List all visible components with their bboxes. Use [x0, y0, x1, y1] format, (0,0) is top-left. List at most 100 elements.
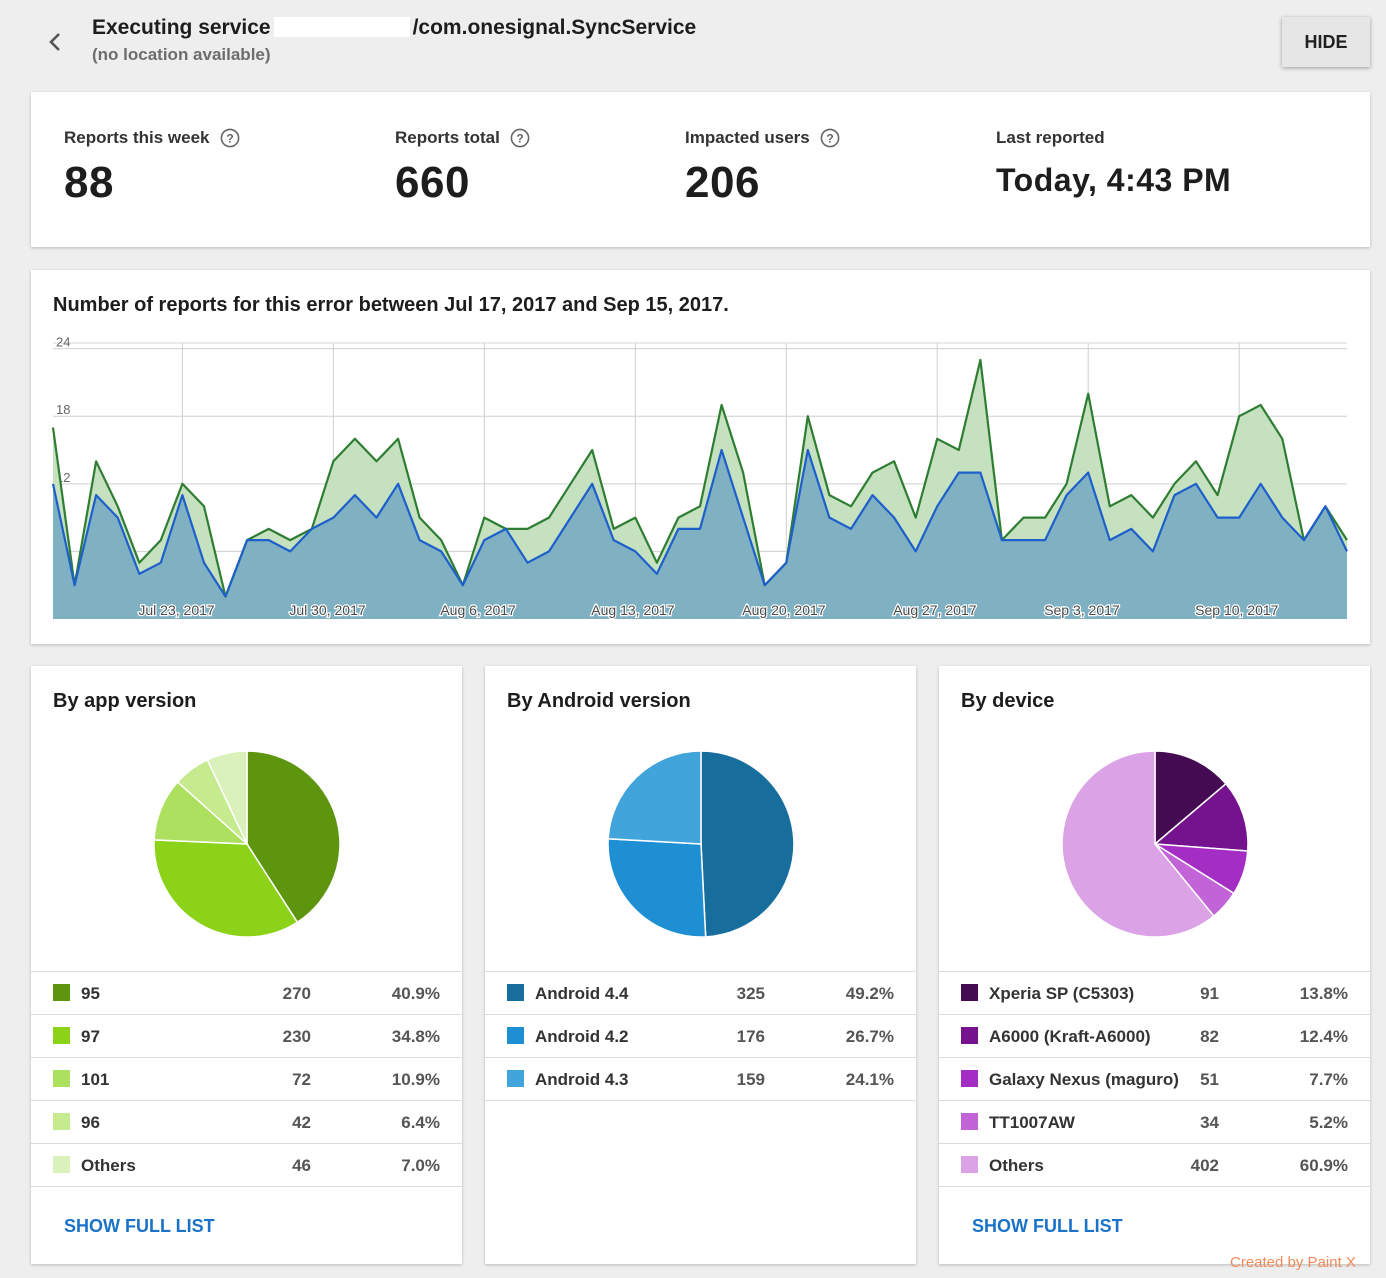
legend-swatch [507, 984, 524, 1001]
pie-slice[interactable] [607, 750, 702, 845]
show-full-list-link[interactable]: SHOW FULL LIST [64, 1216, 215, 1236]
device-pie-chart[interactable] [939, 746, 1370, 946]
pie-slice[interactable] [206, 750, 248, 845]
row-count: 42 [292, 1113, 311, 1132]
row-label: 95 [81, 984, 100, 1003]
table-row: 95 270 40.9% [31, 972, 462, 1015]
row-percent: 10.9% [391, 1070, 440, 1089]
svg-text:?: ? [516, 132, 523, 146]
row-label: Others [989, 1156, 1044, 1175]
row-label: Android 4.3 [535, 1070, 629, 1089]
row-label: Xperia SP (C5303) [989, 984, 1135, 1003]
series-line [51, 448, 1348, 598]
android-version-card: By Android version Android 4.4 325 49.2% An… [485, 666, 916, 1264]
stat-value: 88 [64, 158, 114, 207]
reports-chart-card: Number of reports for this error between… [31, 270, 1370, 644]
legend-swatch [507, 1027, 524, 1044]
row-percent: 49.2% [845, 984, 894, 1003]
legend-swatch [53, 984, 70, 1001]
stat-impacted-users: Impacted users? 206 [685, 128, 840, 208]
svg-text:?: ? [226, 132, 233, 146]
show-full-list-link[interactable]: SHOW FULL LIST [972, 1216, 1123, 1236]
app-version-table: 95 270 40.9% 97 230 34.8% 101 72 10.9% 96 42 6.4% Ot… [31, 971, 462, 1187]
row-percent: 12.4% [1299, 1027, 1348, 1046]
row-label: TT1007AW [989, 1113, 1075, 1132]
table-row: Others 46 7.0% [31, 1144, 462, 1187]
back-arrow-icon[interactable] [40, 28, 70, 56]
android-version-pie-chart[interactable] [485, 746, 916, 946]
device-card: By device Xperia SP (C5303) 91 13.8% A6000 … [939, 666, 1370, 1264]
row-count: 176 [736, 1027, 765, 1046]
series-line [51, 358, 1348, 598]
legend-swatch [961, 1113, 978, 1130]
x-tick-label: Jul 23, 2017 [138, 602, 214, 618]
x-tick-label: Sep 10, 2017 [1195, 602, 1279, 618]
legend-swatch [961, 984, 978, 1001]
row-label: 96 [81, 1113, 100, 1132]
table-row: 97 230 34.8% [31, 1015, 462, 1058]
page-header: Executing service/com.onesignal.SyncServ… [0, 0, 1386, 82]
app-version-pie-chart[interactable] [31, 746, 462, 946]
svg-text:?: ? [826, 132, 833, 146]
hide-button[interactable]: HIDE [1282, 17, 1370, 67]
stat-label: Impacted users [685, 128, 810, 147]
title-suffix: /com.onesignal.SyncService [412, 16, 697, 39]
title-prefix: Executing service [92, 16, 271, 39]
row-label: Android 4.4 [535, 984, 629, 1003]
chart-title: Number of reports for this error between… [53, 294, 729, 316]
help-icon[interactable]: ? [820, 128, 840, 148]
row-label: Others [81, 1156, 136, 1175]
pie-slice[interactable] [700, 750, 795, 938]
help-icon[interactable]: ? [220, 128, 240, 148]
table-row: 96 42 6.4% [31, 1101, 462, 1144]
help-icon[interactable]: ? [510, 128, 530, 148]
y-tick-label: 24 [56, 335, 70, 350]
row-count: 82 [1200, 1027, 1219, 1046]
x-tick-label: Jul 30, 2017 [289, 602, 365, 618]
device-table: Xperia SP (C5303) 91 13.8% A6000 (Kraft-A60… [939, 971, 1370, 1187]
pie-slice[interactable] [1154, 750, 1227, 846]
legend-swatch [961, 1027, 978, 1044]
row-percent: 60.9% [1299, 1156, 1348, 1175]
table-row: A6000 (Kraft-A6000) 82 12.4% [939, 1015, 1370, 1058]
row-percent: 40.9% [391, 984, 440, 1003]
y-tick-label: 18 [56, 402, 70, 417]
row-label: A6000 (Kraft-A6000) [989, 1027, 1151, 1046]
x-tick-label: Aug 20, 2017 [742, 602, 826, 618]
watermark-text: Created by Paint X [1230, 1254, 1356, 1271]
row-percent: 34.8% [391, 1027, 440, 1046]
row-count: 46 [292, 1156, 311, 1175]
stat-value: 206 [685, 158, 760, 207]
row-count: 325 [736, 984, 765, 1003]
table-row: Others 402 60.9% [939, 1144, 1370, 1187]
row-percent: 26.7% [845, 1027, 894, 1046]
legend-swatch [53, 1113, 70, 1130]
android-version-table: Android 4.4 325 49.2% Android 4.2 176 26.7% An… [485, 971, 916, 1101]
stat-label: Reports total [395, 128, 500, 147]
legend-swatch [53, 1027, 70, 1044]
page-subtitle: (no location available) [92, 45, 271, 64]
pie-slice[interactable] [1061, 750, 1215, 938]
x-tick-label: Aug 27, 2017 [893, 602, 977, 618]
x-tick-label: Sep 3, 2017 [1044, 602, 1120, 618]
page-title: Executing service/com.onesignal.SyncServ… [92, 16, 696, 40]
series-area [53, 450, 1347, 619]
stat-value: Today, 4:43 PM [996, 162, 1232, 198]
x-tick-label: Aug 13, 2017 [591, 602, 675, 618]
table-row: 101 72 10.9% [31, 1058, 462, 1101]
row-count: 72 [292, 1070, 311, 1089]
pie-slice[interactable] [153, 839, 299, 938]
table-row: Galaxy Nexus (maguro) 51 7.7% [939, 1058, 1370, 1101]
stat-last-reported: Last reported Today, 4:43 PM [996, 128, 1231, 199]
row-percent: 7.0% [401, 1156, 440, 1175]
app-version-card: By app version 95 270 40.9% 97 230 34.8% 101 72… [31, 666, 462, 1264]
table-row: Xperia SP (C5303) 91 13.8% [939, 972, 1370, 1015]
row-label: Android 4.2 [535, 1027, 629, 1046]
pie-slice[interactable] [607, 837, 707, 938]
stat-label: Last reported [996, 128, 1105, 147]
redacted-block [273, 17, 410, 37]
row-count: 51 [1200, 1070, 1219, 1089]
pie-slice[interactable] [1153, 782, 1249, 852]
row-percent: 5.2% [1309, 1113, 1348, 1132]
